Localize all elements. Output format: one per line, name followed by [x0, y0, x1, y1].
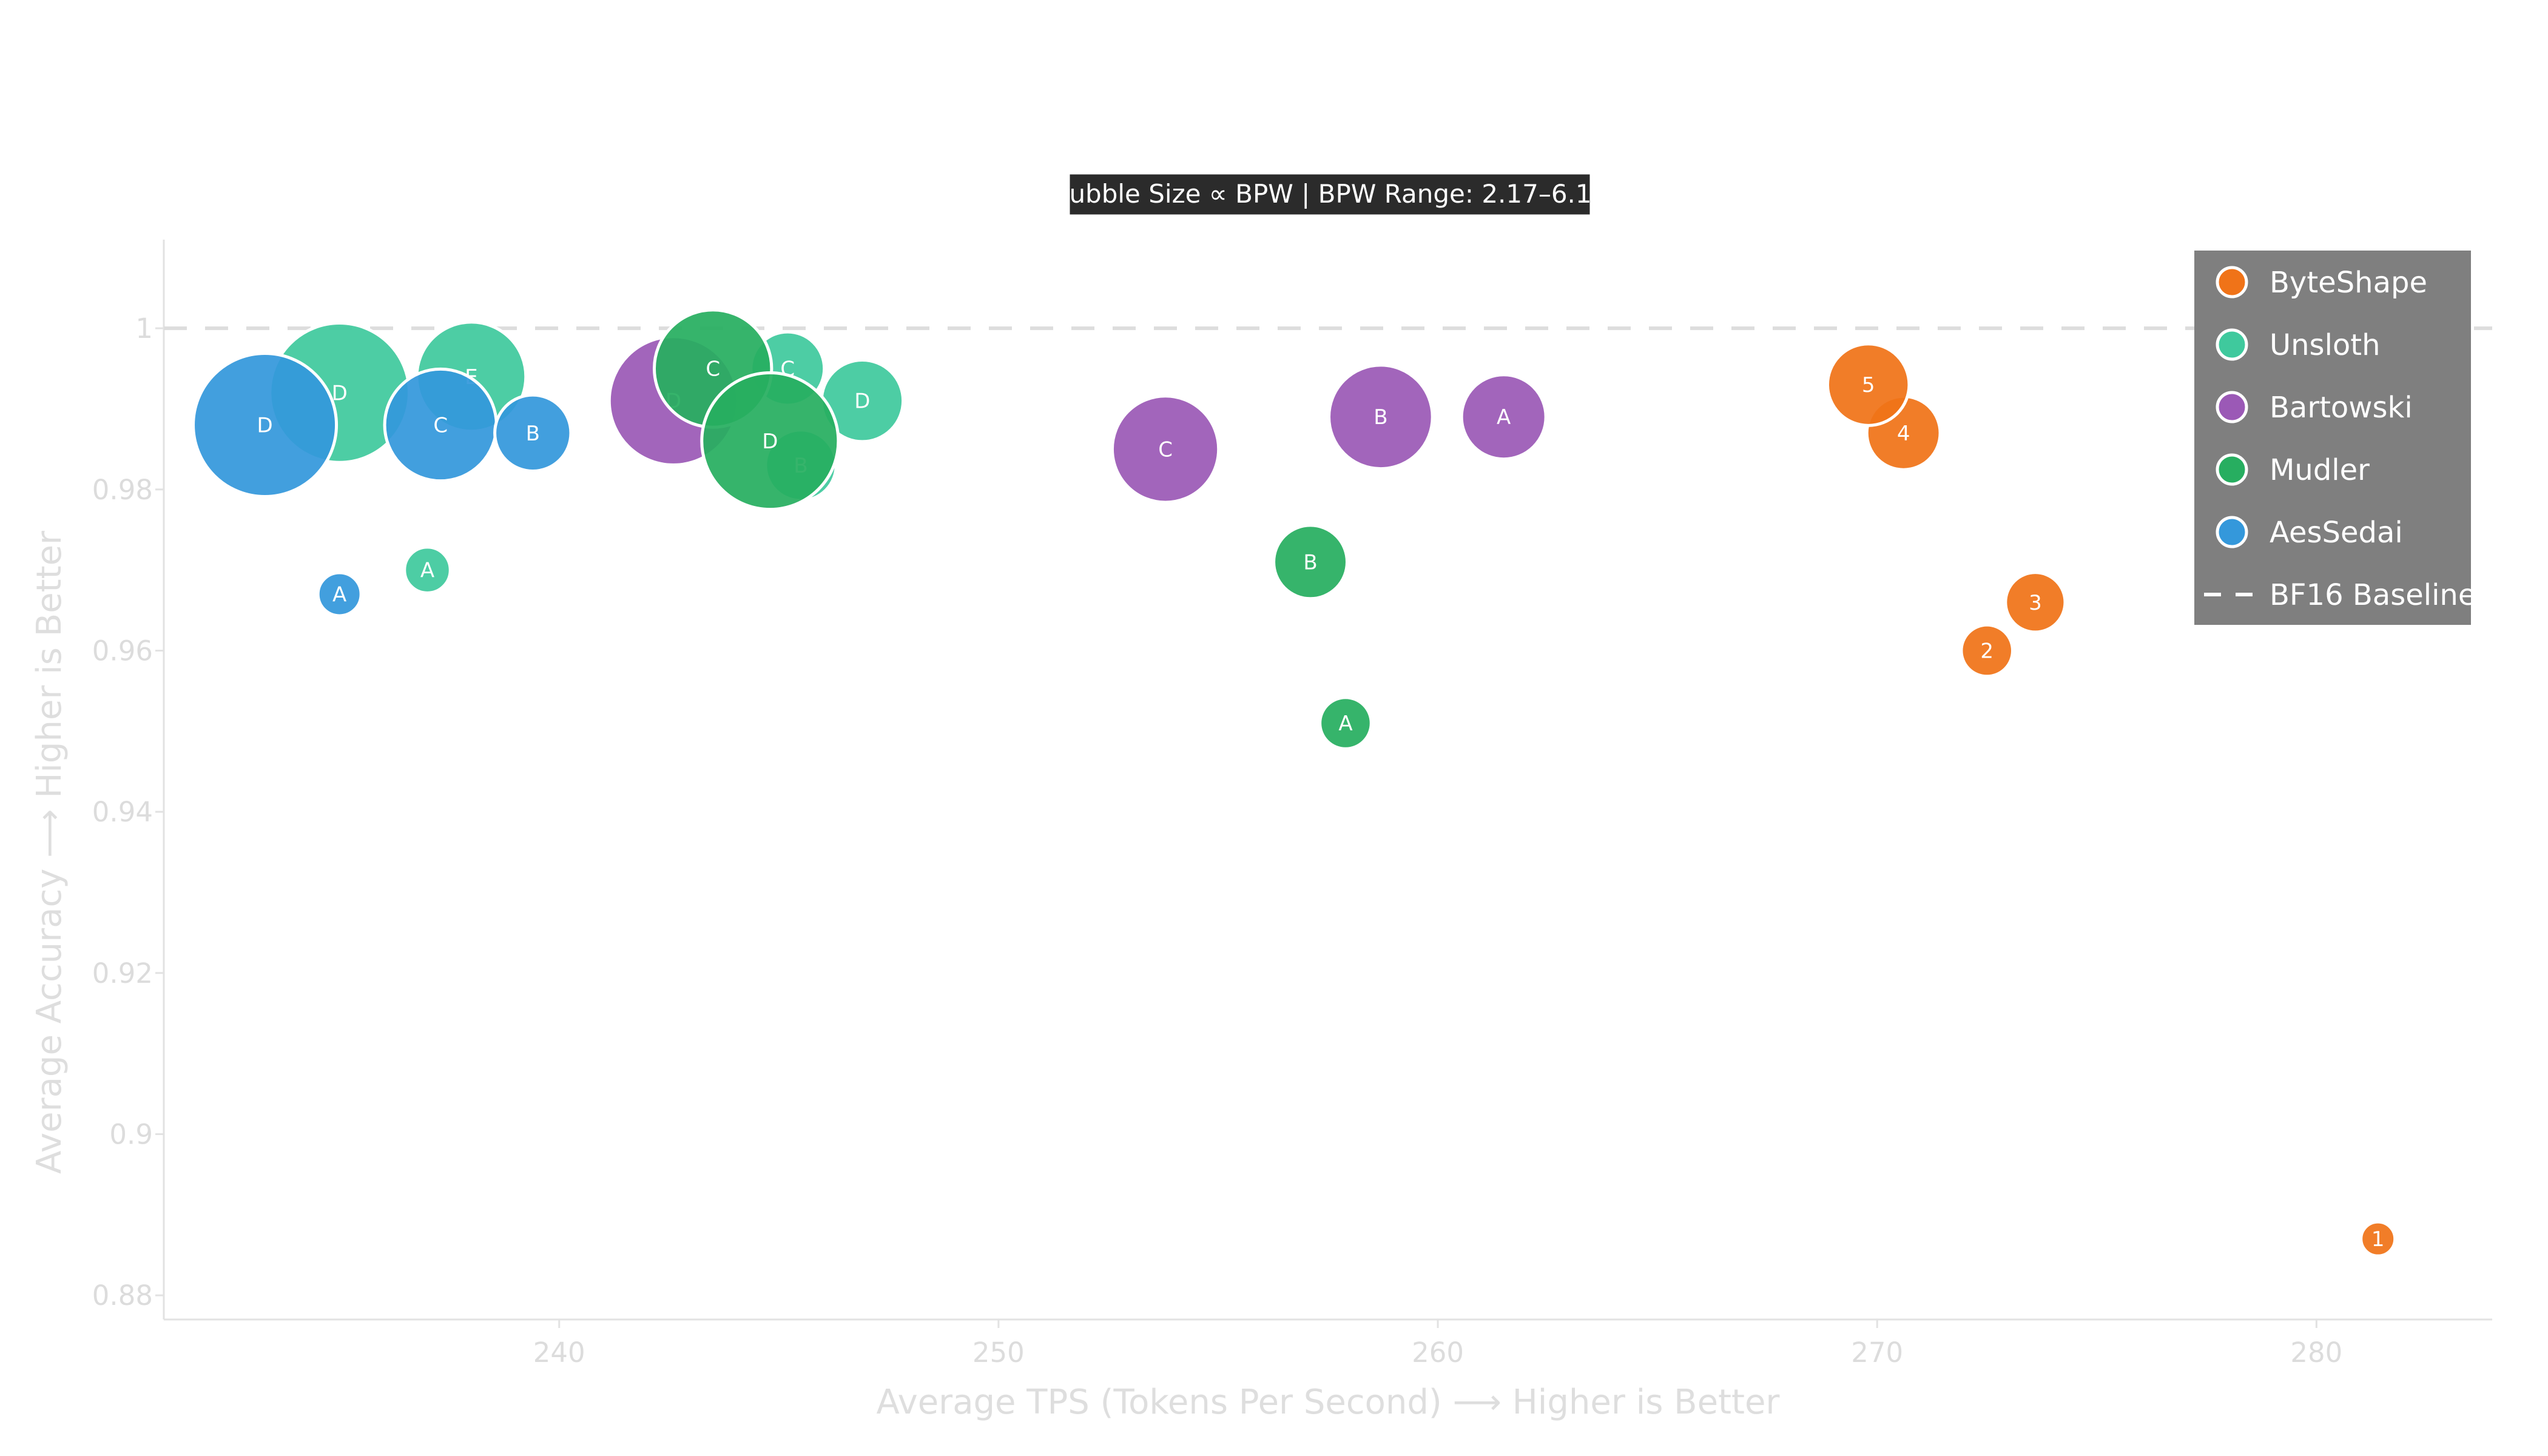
bubble-byteshape-5 — [1825, 342, 1911, 427]
bubble-label: 4 — [1897, 422, 1910, 446]
bubble-bartowski-c — [1110, 394, 1221, 504]
y-tick-label: 0.96 — [92, 635, 153, 667]
x-tick-label: 260 — [1412, 1336, 1464, 1369]
bubble-label: A — [420, 559, 434, 583]
bubble-bartowski-b — [1327, 363, 1434, 471]
bubble-label: B — [1373, 405, 1387, 430]
legend-marker-mudler — [2216, 453, 2248, 486]
bubble-size-note: Bubble Size ∝ BPW | BPW Range: 2.17–6.14 — [1052, 172, 1608, 217]
bubble-label: D — [854, 389, 870, 414]
legend-label: ByteShape — [2270, 266, 2427, 300]
y-tick-label: 0.88 — [92, 1279, 153, 1312]
legend-marker-unsloth — [2216, 328, 2248, 361]
x-axis-title: Average TPS (Tokens Per Second) ⟶ Higher… — [877, 1383, 1781, 1422]
y-tick-label: 0.98 — [92, 474, 153, 506]
legend: ByteShape Unsloth Bartowski Mudler AesSedai B… — [2194, 251, 2476, 625]
bubble-bartowski-a — [1460, 373, 1548, 461]
bubble-label: 1 — [2371, 1227, 2385, 1252]
legend-label: AesSedai — [2270, 516, 2403, 550]
bubble-byteshape-2 — [1960, 623, 2015, 678]
bubble-label: 3 — [2029, 591, 2042, 615]
legend-label: Bartowski — [2270, 391, 2413, 425]
bubble-size-note-box — [1068, 172, 1592, 217]
bubble-mudler-a — [1318, 696, 1373, 750]
legend-label: BF16 Baseline — [2270, 578, 2476, 612]
bubble-aessedai-d — [192, 352, 339, 499]
bubble-unsloth-a — [403, 545, 452, 595]
y-tick-label: 1 — [135, 312, 153, 345]
bubble-mudler-d — [700, 371, 840, 511]
bubble-byteshape-1 — [2359, 1220, 2397, 1258]
bubble-label: A — [332, 582, 346, 607]
bubble-label: D — [762, 430, 778, 454]
bubble-label: C — [433, 414, 448, 438]
legend-box — [2194, 251, 2471, 625]
bubble-label: B — [1303, 550, 1317, 575]
x-tick-label: 250 — [972, 1336, 1025, 1369]
bubble-aessedai-b — [493, 393, 573, 473]
axes-layer: 0.88 0.9 0.92 0.94 0.96 0.98 1 240 250 260 270 280 A… — [30, 240, 2492, 1422]
legend-label: Mudler — [2270, 453, 2370, 487]
bubble-label: A — [1338, 712, 1352, 736]
legend-label: Unsloth — [2270, 328, 2381, 362]
bubble-label: D — [257, 414, 272, 438]
y-tick-label: 0.92 — [92, 957, 153, 989]
y-tick-label: 0.94 — [92, 796, 153, 828]
bubble-layer: 12345ADEBCDDCBACDBAADCB — [192, 308, 2397, 1258]
bubble-label: D — [332, 381, 348, 405]
bubble-label: A — [1497, 405, 1511, 430]
bubble-label: B — [526, 422, 540, 446]
x-tick-label: 280 — [2290, 1336, 2342, 1369]
x-tick-label: 240 — [533, 1336, 585, 1369]
bubble-size-note-text: Bubble Size ∝ BPW | BPW Range: 2.17–6.14 — [1052, 179, 1608, 209]
legend-marker-byteshape — [2216, 266, 2248, 298]
legend-marker-bartowski — [2216, 391, 2248, 423]
y-axis-title: Average Accuracy ⟶ Higher is Better — [30, 530, 69, 1174]
bubble-label: C — [706, 357, 720, 382]
y-tick-label: 0.9 — [109, 1118, 153, 1150]
bubble-label: 5 — [1862, 373, 1875, 397]
bubble-label: 2 — [1980, 639, 1994, 663]
bubble-byteshape-3 — [2004, 571, 2067, 634]
bubble-label: C — [1158, 437, 1173, 462]
legend-marker-aessedai — [2216, 516, 2248, 548]
bubble-aessedai-a — [316, 571, 363, 618]
bubble-mudler-b — [1272, 524, 1349, 601]
x-tick-label: 270 — [1851, 1336, 1903, 1369]
